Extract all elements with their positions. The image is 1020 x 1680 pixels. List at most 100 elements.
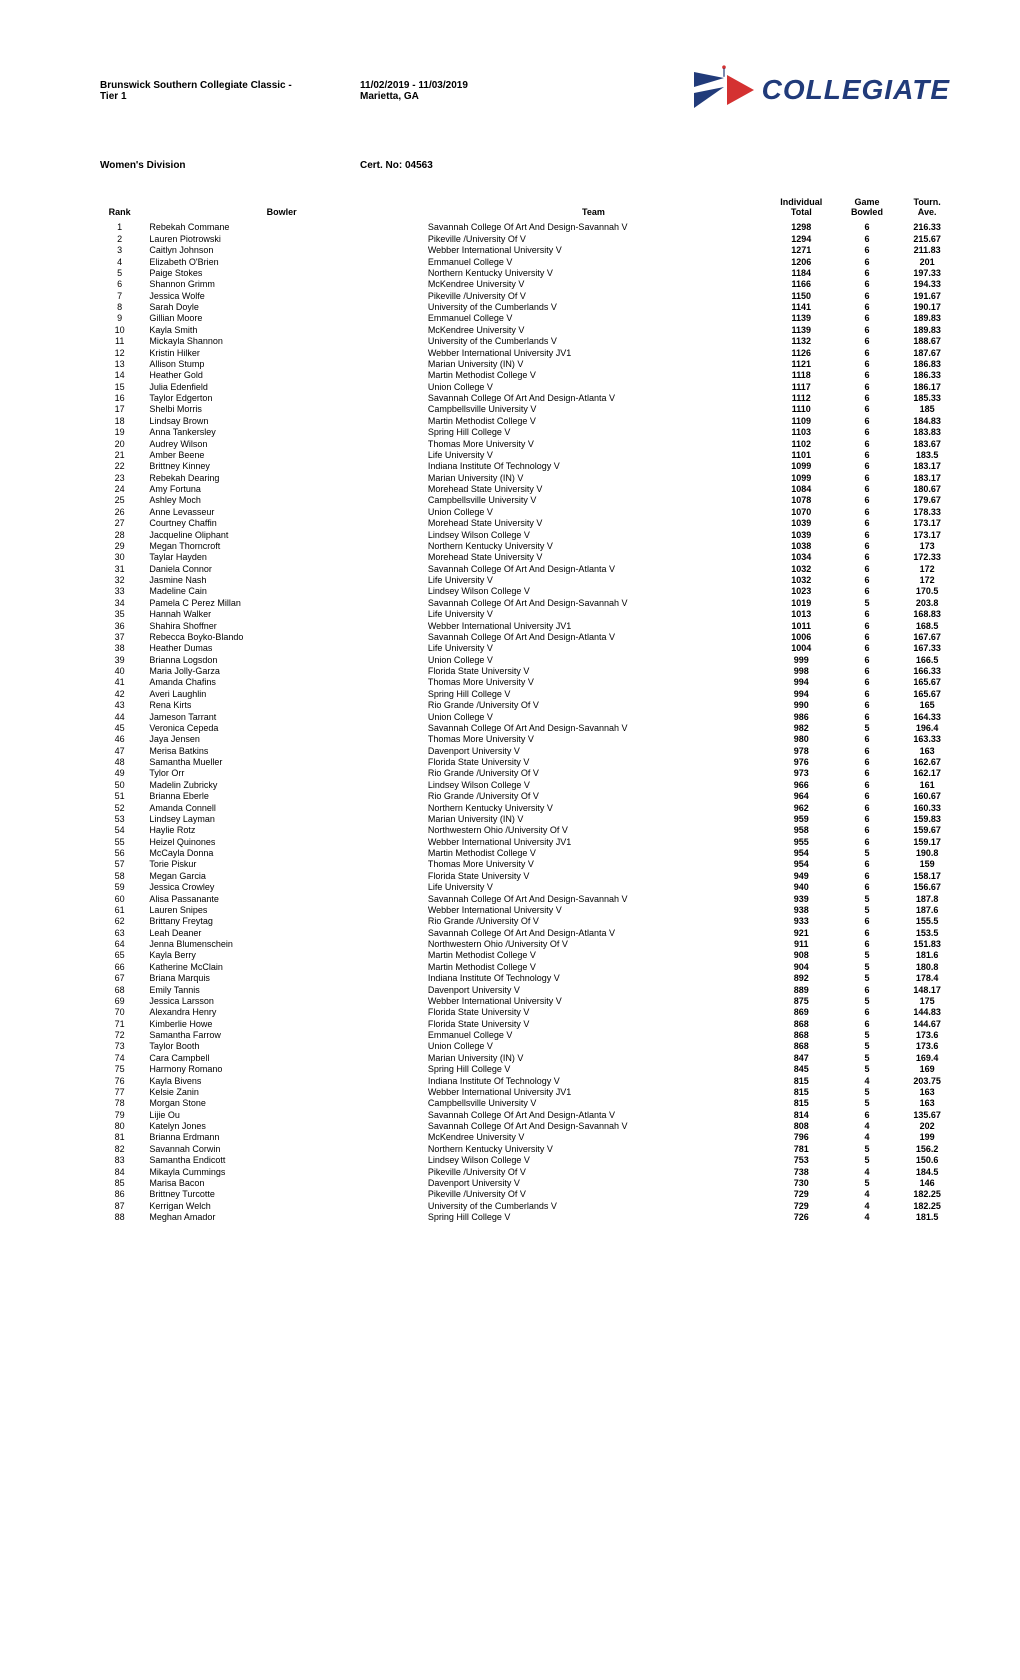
cell-team: Webber International University JV1 bbox=[424, 620, 763, 631]
cell-games: 6 bbox=[840, 574, 895, 585]
table-row: 12Kristin HilkerWebber International Uni… bbox=[100, 347, 960, 358]
cell-bowler: Rena Kirts bbox=[139, 699, 423, 710]
cell-ave: 183.17 bbox=[894, 461, 960, 472]
cell-team: McKendree University V bbox=[424, 324, 763, 335]
cell-rank: 29 bbox=[100, 540, 139, 551]
cell-ave: 163 bbox=[894, 745, 960, 756]
cell-games: 6 bbox=[840, 381, 895, 392]
cell-games: 6 bbox=[840, 1109, 895, 1120]
cell-ave: 160.33 bbox=[894, 802, 960, 813]
cell-ave: 168.5 bbox=[894, 620, 960, 631]
cell-bowler: Lauren Snipes bbox=[139, 904, 423, 915]
cell-rank: 8 bbox=[100, 301, 139, 312]
cell-team: Savannah College Of Art And Design-Savan… bbox=[424, 222, 763, 233]
cell-total: 982 bbox=[763, 722, 840, 733]
cell-total: 966 bbox=[763, 779, 840, 790]
cell-rank: 42 bbox=[100, 688, 139, 699]
cell-games: 6 bbox=[840, 665, 895, 676]
cell-games: 6 bbox=[840, 1018, 895, 1029]
cell-bowler: Anna Tankersley bbox=[139, 426, 423, 437]
cell-games: 6 bbox=[840, 631, 895, 642]
cell-total: 978 bbox=[763, 745, 840, 756]
cell-bowler: Samantha Farrow bbox=[139, 1029, 423, 1040]
table-row: 65Kayla BerryMartin Methodist College V9… bbox=[100, 950, 960, 961]
cell-games: 6 bbox=[840, 347, 895, 358]
cell-bowler: Brittany Freytag bbox=[139, 916, 423, 927]
cell-games: 6 bbox=[840, 654, 895, 665]
cell-bowler: Brianna Erdmann bbox=[139, 1132, 423, 1143]
table-row: 88Meghan AmadorSpring Hill College V7264… bbox=[100, 1211, 960, 1222]
cell-rank: 70 bbox=[100, 1007, 139, 1018]
cell-games: 5 bbox=[840, 995, 895, 1006]
cell-total: 845 bbox=[763, 1063, 840, 1074]
cell-bowler: Amanda Chafins bbox=[139, 677, 423, 688]
cell-bowler: Kayla Bivens bbox=[139, 1075, 423, 1086]
cell-ave: 199 bbox=[894, 1132, 960, 1143]
cell-total: 868 bbox=[763, 1018, 840, 1029]
cell-bowler: Elizabeth O'Brien bbox=[139, 256, 423, 267]
cell-bowler: Brittney Kinney bbox=[139, 461, 423, 472]
cell-games: 5 bbox=[840, 847, 895, 858]
cell-total: 868 bbox=[763, 1029, 840, 1040]
cell-total: 1032 bbox=[763, 563, 840, 574]
table-row: 7Jessica WolfePikeville /University Of V… bbox=[100, 290, 960, 301]
cell-games: 5 bbox=[840, 1041, 895, 1052]
cell-ave: 187.6 bbox=[894, 904, 960, 915]
cell-total: 1103 bbox=[763, 426, 840, 437]
cell-games: 6 bbox=[840, 415, 895, 426]
cell-team: Pikeville /University Of V bbox=[424, 1166, 763, 1177]
cell-games: 5 bbox=[840, 1086, 895, 1097]
cell-rank: 3 bbox=[100, 244, 139, 255]
cell-ave: 181.6 bbox=[894, 950, 960, 961]
cell-ave: 167.67 bbox=[894, 631, 960, 642]
cell-games: 4 bbox=[840, 1075, 895, 1086]
cell-bowler: Amy Fortuna bbox=[139, 483, 423, 494]
cell-rank: 7 bbox=[100, 290, 139, 301]
cell-rank: 63 bbox=[100, 927, 139, 938]
cell-team: Campbellsville University V bbox=[424, 1098, 763, 1109]
cell-games: 6 bbox=[840, 916, 895, 927]
cell-team: Indiana Institute Of Technology V bbox=[424, 1075, 763, 1086]
cell-rank: 13 bbox=[100, 358, 139, 369]
cell-rank: 33 bbox=[100, 586, 139, 597]
cell-games: 6 bbox=[840, 244, 895, 255]
cell-team: Spring Hill College V bbox=[424, 688, 763, 699]
table-row: 87Kerrigan WelchUniversity of the Cumber… bbox=[100, 1200, 960, 1211]
table-row: 75Harmony RomanoSpring Hill College V845… bbox=[100, 1063, 960, 1074]
cell-team: Lindsey Wilson College V bbox=[424, 1154, 763, 1165]
table-row: 42Averi LaughlinSpring Hill College V994… bbox=[100, 688, 960, 699]
cell-total: 959 bbox=[763, 813, 840, 824]
cell-games: 4 bbox=[840, 1211, 895, 1222]
cell-bowler: Kelsie Zanin bbox=[139, 1086, 423, 1097]
cell-total: 889 bbox=[763, 984, 840, 995]
cell-team: Martin Methodist College V bbox=[424, 847, 763, 858]
cell-rank: 31 bbox=[100, 563, 139, 574]
cell-total: 1112 bbox=[763, 392, 840, 403]
table-row: 9Gillian MooreEmmanuel College V11396189… bbox=[100, 313, 960, 324]
cell-ave: 180.8 bbox=[894, 961, 960, 972]
table-row: 20Audrey WilsonThomas More University V1… bbox=[100, 438, 960, 449]
cell-bowler: Brianna Logsdon bbox=[139, 654, 423, 665]
cell-games: 6 bbox=[840, 711, 895, 722]
cell-ave: 156.67 bbox=[894, 881, 960, 892]
cell-bowler: Lindsey Layman bbox=[139, 813, 423, 824]
cell-rank: 83 bbox=[100, 1154, 139, 1165]
cell-bowler: Taylor Booth bbox=[139, 1041, 423, 1052]
cell-rank: 17 bbox=[100, 404, 139, 415]
cell-bowler: Taylar Hayden bbox=[139, 552, 423, 563]
cell-team: Savannah College Of Art And Design-Atlan… bbox=[424, 631, 763, 642]
cell-total: 1150 bbox=[763, 290, 840, 301]
table-row: 37Rebecca Boyko-BlandoSavannah College O… bbox=[100, 631, 960, 642]
standings-table: Rank Bowler Team IndividualTotal GameBow… bbox=[100, 197, 960, 1223]
cell-ave: 183.5 bbox=[894, 449, 960, 460]
cell-team: Campbellsville University V bbox=[424, 495, 763, 506]
cell-bowler: Lindsay Brown bbox=[139, 415, 423, 426]
cell-games: 5 bbox=[840, 1052, 895, 1063]
cell-games: 6 bbox=[840, 358, 895, 369]
table-row: 50Madelin ZubrickyLindsey Wilson College… bbox=[100, 779, 960, 790]
cell-games: 6 bbox=[840, 836, 895, 847]
cell-rank: 22 bbox=[100, 461, 139, 472]
table-row: 10Kayla SmithMcKendree University V11396… bbox=[100, 324, 960, 335]
cell-ave: 153.5 bbox=[894, 927, 960, 938]
cell-total: 1023 bbox=[763, 586, 840, 597]
